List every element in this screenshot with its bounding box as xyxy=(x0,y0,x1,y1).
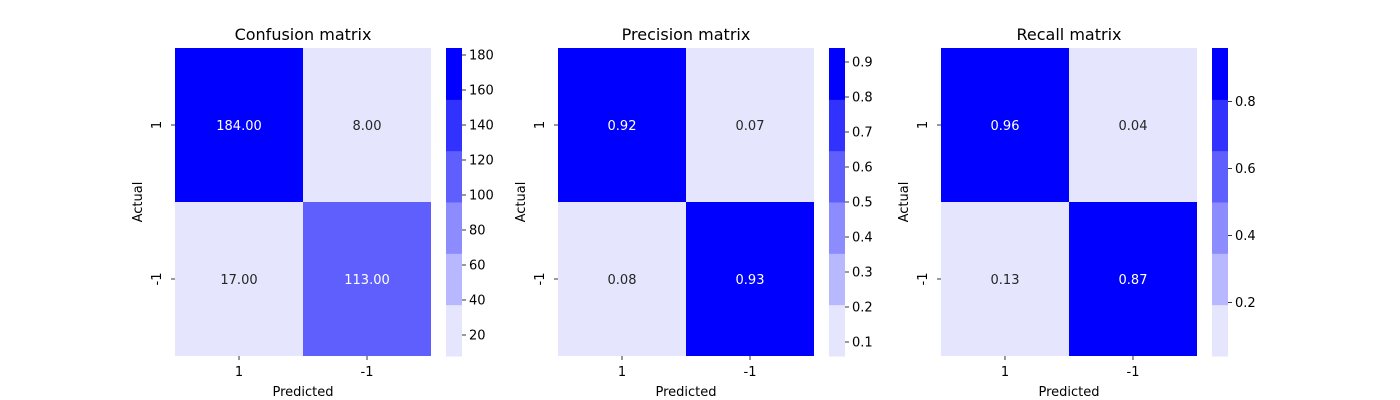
colorbar-tick-label: 0.8 xyxy=(1235,95,1256,110)
heatmap-cell xyxy=(303,202,431,356)
colorbar-tick-label: 120 xyxy=(469,154,494,169)
colorbar-tick-label: 0.8 xyxy=(852,91,873,106)
colorbar-tick-label: 160 xyxy=(469,84,494,99)
heatmap-panel-1: Confusion matrix 184.00 8.00 17.00 113.00 1 -1… xyxy=(131,25,494,400)
colorbar-tick-label: 0.7 xyxy=(852,126,873,141)
x-axis-label: Predicted xyxy=(655,385,716,400)
y-tick-label: 1 xyxy=(150,121,165,129)
cell-label: 0.04 xyxy=(1119,119,1148,134)
heatmap-cell xyxy=(1069,48,1197,202)
x-tick-label: 1 xyxy=(235,365,243,380)
cell-label: 0.92 xyxy=(608,119,637,134)
heatmap-cell xyxy=(686,48,814,202)
cell-label: 0.87 xyxy=(1119,273,1148,288)
colorbar-band xyxy=(1212,150,1228,203)
cell-label: 8.00 xyxy=(353,119,382,134)
cell-label: 113.00 xyxy=(344,273,390,288)
colorbar-band xyxy=(1212,48,1228,100)
y-axis-label: Actual xyxy=(514,182,529,223)
y-tick-label: 1 xyxy=(533,121,548,129)
cell-label: 0.08 xyxy=(608,273,637,288)
chart-title: Recall matrix xyxy=(1017,25,1122,44)
colorbar-band xyxy=(446,253,462,306)
x-tick-label: -1 xyxy=(744,365,757,380)
heatmap-cell xyxy=(175,48,303,202)
colorbar-tick-label: 0.1 xyxy=(852,336,873,351)
colorbar-tick-label: 0.5 xyxy=(852,196,873,211)
colorbar-tick-label: 0.6 xyxy=(1235,162,1256,177)
colorbar-tick-label: 0.6 xyxy=(852,161,873,176)
colorbar-tick-label: 0.9 xyxy=(852,56,873,71)
heatmap-cell xyxy=(941,48,1069,202)
colorbar-tick-label: 20 xyxy=(469,329,486,344)
cell-label: 0.96 xyxy=(991,119,1020,134)
colorbar-band xyxy=(829,304,845,357)
colorbar: 0.1 0.2 0.3 0.4 0.5 0.6 0.7 0.8 0.9 xyxy=(829,48,873,357)
colorbar-band xyxy=(446,304,462,357)
y-axis-label: Actual xyxy=(897,182,912,223)
colorbar-tick-label: 40 xyxy=(469,294,486,309)
chart-title: Confusion matrix xyxy=(235,25,372,44)
colorbar-band xyxy=(829,150,845,203)
colorbar-tick-label: 0.2 xyxy=(852,301,873,316)
cell-label: 0.93 xyxy=(736,273,765,288)
heatmap-cell xyxy=(941,202,1069,356)
y-tick-label: -1 xyxy=(150,273,165,286)
heatmap-panel-3: Recall matrix 0.96 0.04 0.13 0.87 1 -1 1 -1 Predi… xyxy=(897,25,1256,400)
colorbar-band xyxy=(446,150,462,203)
colorbar-band xyxy=(829,202,845,254)
colorbar-tick-label: 0.3 xyxy=(852,266,873,281)
colorbar-tick-label: 80 xyxy=(469,224,486,239)
colorbar-band xyxy=(829,99,845,152)
x-tick-label: -1 xyxy=(1127,365,1140,380)
colorbar-tick-label: 140 xyxy=(469,119,494,134)
x-axis-label: Predicted xyxy=(272,385,333,400)
colorbar-band xyxy=(446,48,462,100)
colorbar-band xyxy=(1212,304,1228,357)
cell-label: 0.13 xyxy=(991,273,1020,288)
y-tick-label: -1 xyxy=(533,273,548,286)
x-axis-label: Predicted xyxy=(1038,385,1099,400)
heatmap-cell xyxy=(558,48,686,202)
cell-label: 184.00 xyxy=(216,119,262,134)
colorbar-band xyxy=(829,253,845,306)
heatmap-cell xyxy=(1069,202,1197,356)
cell-label: 0.07 xyxy=(736,119,765,134)
colorbar-band xyxy=(1212,99,1228,152)
x-tick-label: -1 xyxy=(361,365,374,380)
heatmap-cell xyxy=(686,202,814,356)
chart-title: Precision matrix xyxy=(622,25,751,44)
heatmap-cell xyxy=(558,202,686,356)
heatmap-cell xyxy=(303,48,431,202)
colorbar: 20 40 60 80 100 120 140 160 180 xyxy=(446,48,494,357)
colorbar-band xyxy=(829,48,845,100)
colorbar-tick-label: 0.4 xyxy=(852,231,873,246)
x-tick-label: 1 xyxy=(618,365,626,380)
colorbar-tick-label: 0.4 xyxy=(1235,229,1256,244)
y-tick-label: 1 xyxy=(916,121,931,129)
colorbar-band xyxy=(1212,202,1228,254)
colorbar-band xyxy=(1212,253,1228,306)
colorbar-band xyxy=(446,99,462,152)
colorbar-tick-label: 0.2 xyxy=(1235,296,1256,311)
colorbar: 0.2 0.4 0.6 0.8 xyxy=(1212,48,1256,357)
colorbar-tick-label: 60 xyxy=(469,259,486,274)
y-tick-label: -1 xyxy=(916,273,931,286)
x-tick-label: 1 xyxy=(1001,365,1009,380)
colorbar-band xyxy=(446,202,462,254)
cell-label: 17.00 xyxy=(220,273,257,288)
heatmap-cell xyxy=(175,202,303,356)
colorbar-tick-label: 100 xyxy=(469,189,494,204)
y-axis-label: Actual xyxy=(131,182,146,223)
heatmap-panel-2: Precision matrix 0.92 0.07 0.08 0.93 1 -1 1 -1 Pr… xyxy=(514,25,873,400)
colorbar-tick-label: 180 xyxy=(469,49,494,64)
